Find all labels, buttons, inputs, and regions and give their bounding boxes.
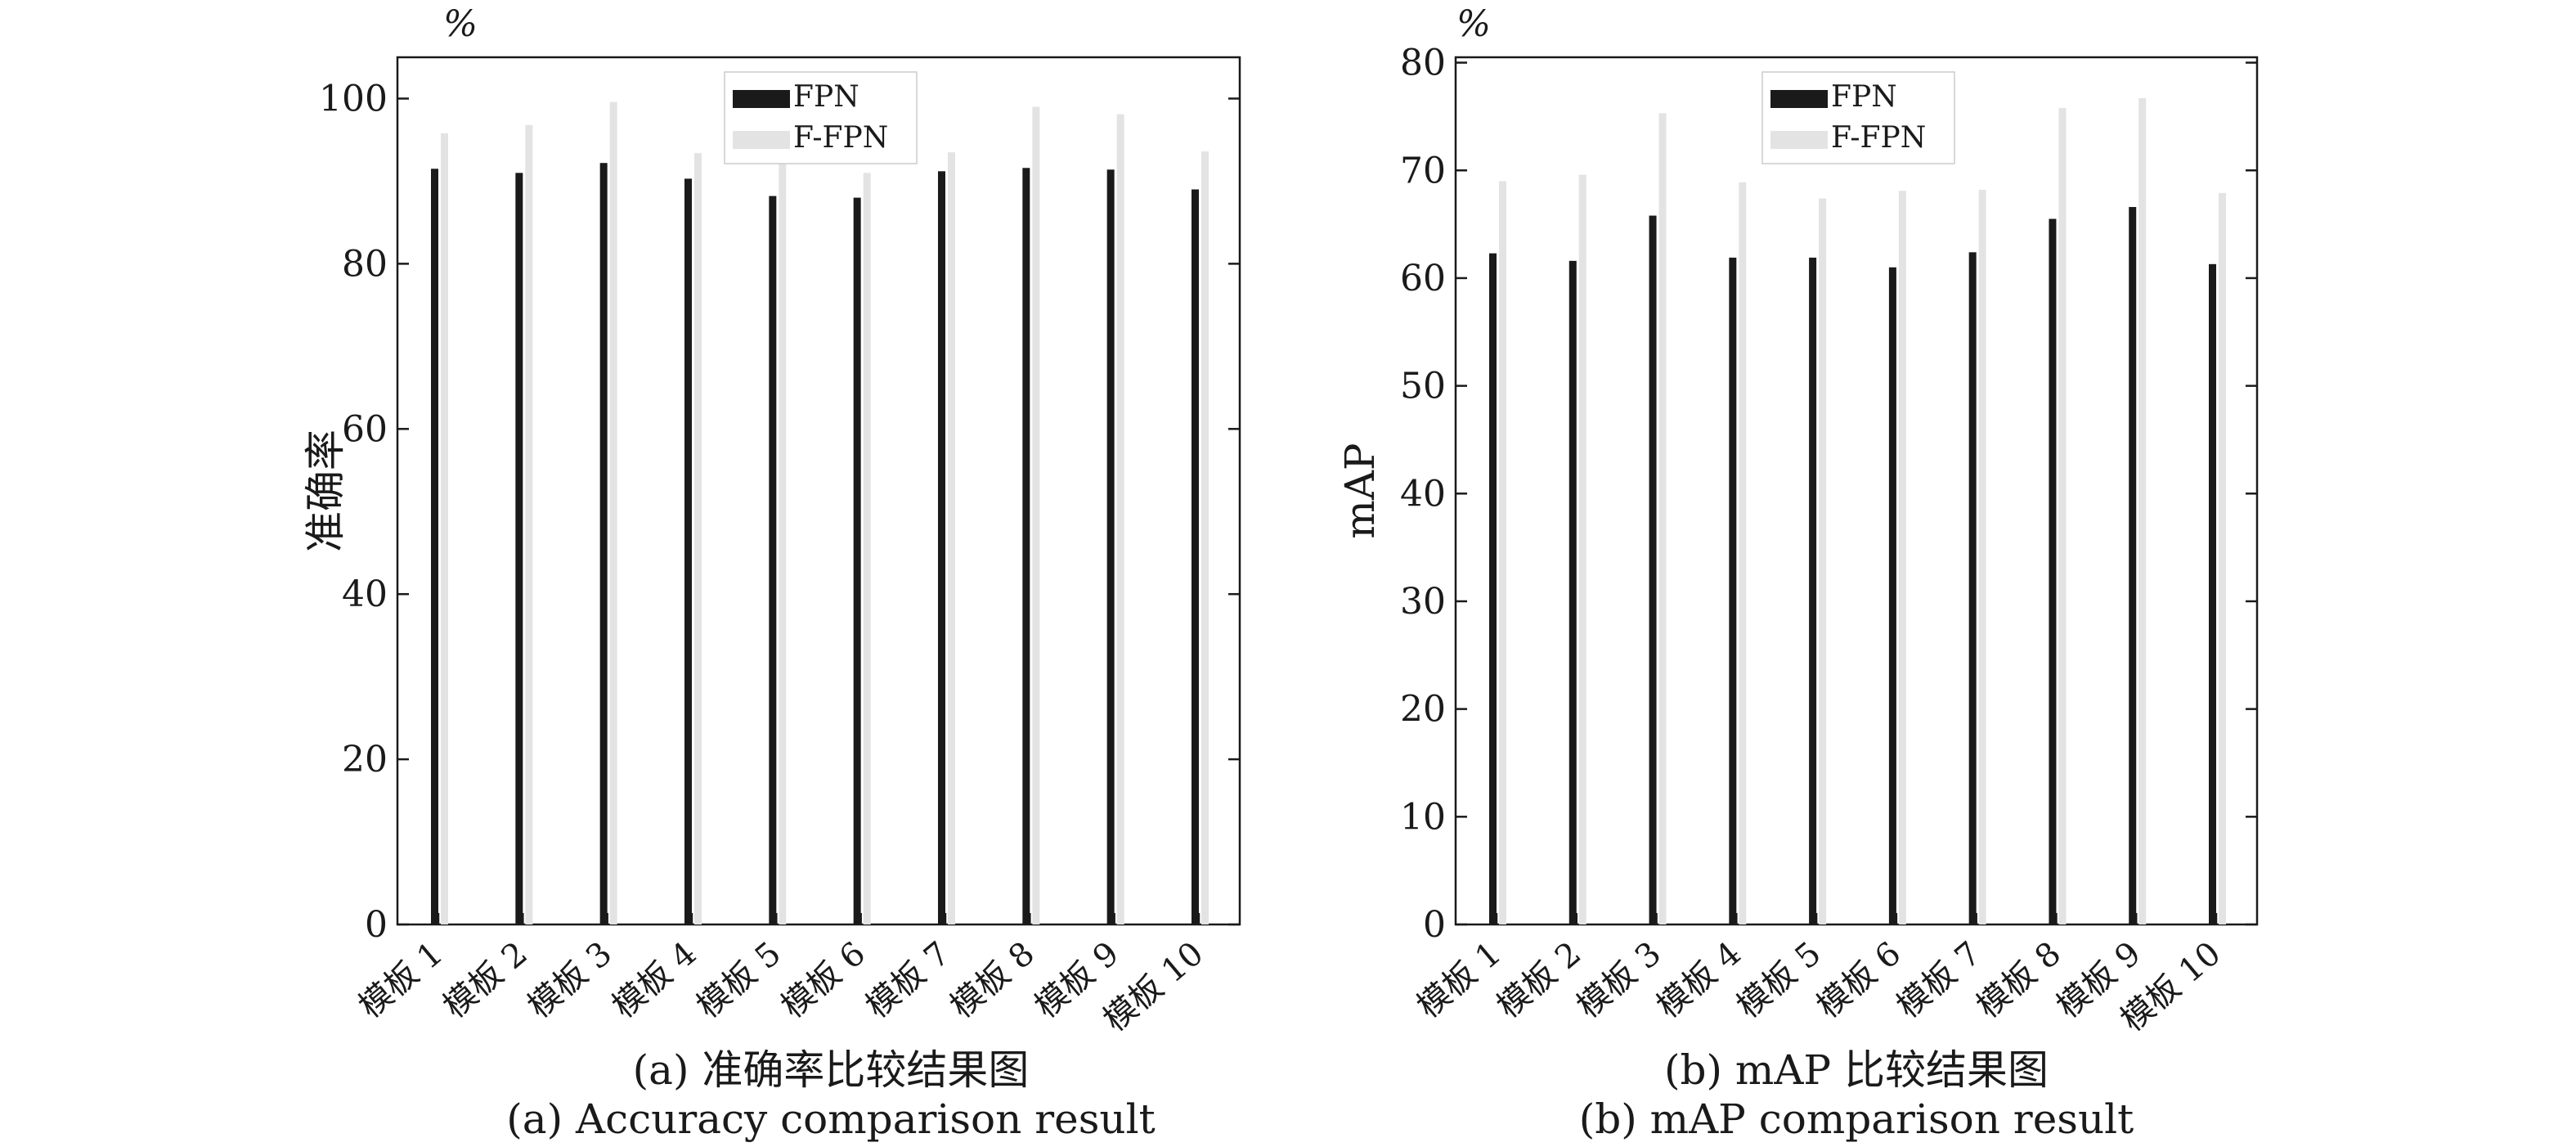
legend: FPN F-FPN	[724, 71, 918, 164]
x-tick-label: 模板 8	[944, 934, 1042, 1025]
bar-fpn	[938, 171, 945, 925]
bar-f-fpn	[1201, 151, 1209, 925]
y-tick-label: 70	[1400, 150, 1446, 191]
y-tick-label: 60	[1400, 258, 1446, 299]
bar-f-fpn	[1739, 182, 1747, 924]
bar-fpn	[1809, 257, 1817, 924]
legend-label-f-fpn: F-FPN	[1831, 121, 1926, 155]
bar-f-fpn	[948, 152, 955, 925]
unit-label: %	[1456, 3, 1491, 45]
bar-f-fpn	[1898, 191, 1906, 924]
bar-fpn	[853, 197, 861, 925]
y-tick-label: 100	[319, 78, 388, 119]
y-tick-label: 60	[342, 408, 388, 450]
bar-f-fpn	[1978, 189, 1986, 924]
bar-fpn	[599, 163, 608, 924]
legend-label-fpn: FPN	[1831, 80, 1897, 114]
y-tick-label: 80	[342, 243, 388, 285]
y-tick-label: 0	[1423, 904, 1446, 946]
bar-f-fpn	[609, 101, 617, 924]
bar-f-fpn	[2058, 107, 2067, 925]
x-tick-label: 模板 1	[352, 934, 450, 1025]
bar-fpn	[1968, 252, 1977, 924]
x-tick-label: 模板 2	[437, 934, 535, 1025]
y-tick-label: 20	[342, 739, 388, 780]
legend-swatch-fpn	[1770, 90, 1828, 108]
x-tick-label: 模板 5	[1730, 934, 1828, 1025]
legend-label-fpn: FPN	[793, 80, 859, 114]
bar-f-fpn	[1116, 114, 1124, 924]
plot-frame	[1454, 56, 2259, 926]
x-tick-label: 模板 2	[1490, 934, 1588, 1025]
bar-f-fpn	[525, 124, 533, 924]
x-tick-label: 模板 4	[1650, 934, 1748, 1025]
bar-fpn	[431, 169, 438, 925]
bar-f-fpn	[441, 133, 448, 924]
y-axis-label: 准确率	[302, 430, 349, 552]
bar-f-fpn	[694, 153, 702, 925]
bar-fpn	[1649, 215, 1657, 925]
bar-fpn	[1106, 169, 1115, 925]
bar-fpn	[769, 196, 777, 925]
x-tick-label: 模板 7	[859, 934, 957, 1025]
bar-f-fpn	[2219, 192, 2226, 925]
caption-cn: (b) mAP 比较结果图	[1664, 1046, 2049, 1094]
legend-swatch-f-fpn	[733, 131, 790, 149]
bar-f-fpn	[1578, 174, 1586, 924]
x-tick-label: 模板 3	[1570, 934, 1668, 1025]
y-tick-label: 30	[1400, 581, 1446, 623]
y-tick-label: 50	[1400, 366, 1446, 407]
bar-f-fpn	[1658, 113, 1667, 924]
caption-cn: (a) 准确率比较结果图	[633, 1046, 1030, 1094]
bar-fpn	[684, 178, 692, 924]
legend: FPN F-FPN	[1761, 71, 1955, 164]
y-tick-label: 80	[1400, 43, 1446, 84]
bar-fpn	[1489, 253, 1497, 924]
bar-fpn	[1568, 260, 1577, 924]
x-tick-label: 模板 3	[521, 934, 619, 1025]
legend-label-f-fpn: F-FPN	[793, 121, 888, 155]
bar-fpn	[1888, 267, 1896, 925]
bar-f-fpn	[1032, 106, 1040, 925]
bar-fpn	[1192, 189, 1199, 924]
bar-fpn	[515, 173, 523, 925]
bar-f-fpn	[1499, 181, 1506, 924]
plot-frame	[396, 56, 1241, 926]
x-tick-label: 模板 6	[774, 934, 873, 1025]
y-tick-label: 20	[1400, 689, 1446, 731]
y-axis-label: mAP	[1336, 443, 1384, 538]
bar-fpn	[2129, 207, 2137, 924]
caption-en: (b) mAP comparison result	[1579, 1095, 2134, 1143]
bar-fpn	[1022, 168, 1030, 924]
bar-f-fpn	[2138, 98, 2147, 924]
x-tick-label: 模板 4	[605, 934, 703, 1025]
unit-label: %	[443, 3, 478, 45]
x-tick-label: 模板 6	[1810, 934, 1908, 1025]
y-tick-label: 10	[1400, 796, 1446, 838]
y-tick-label: 0	[365, 904, 388, 946]
legend-swatch-fpn	[733, 90, 790, 108]
legend-swatch-f-fpn	[1770, 131, 1828, 149]
y-tick-label: 40	[342, 574, 388, 615]
bar-f-fpn	[863, 173, 871, 925]
bar-fpn	[1729, 257, 1737, 924]
x-tick-label: 模板 1	[1410, 934, 1508, 1025]
caption-en: (a) Accuracy comparison result	[506, 1095, 1155, 1143]
x-tick-label: 模板 7	[1890, 934, 1988, 1025]
y-tick-label: 40	[1400, 473, 1446, 515]
bar-f-fpn	[1819, 198, 1827, 924]
bar-fpn	[2209, 263, 2216, 924]
bar-fpn	[2049, 218, 2057, 925]
bar-f-fpn	[779, 160, 787, 924]
x-tick-label: 模板 8	[1970, 934, 2068, 1025]
x-tick-label: 模板 5	[690, 934, 788, 1025]
